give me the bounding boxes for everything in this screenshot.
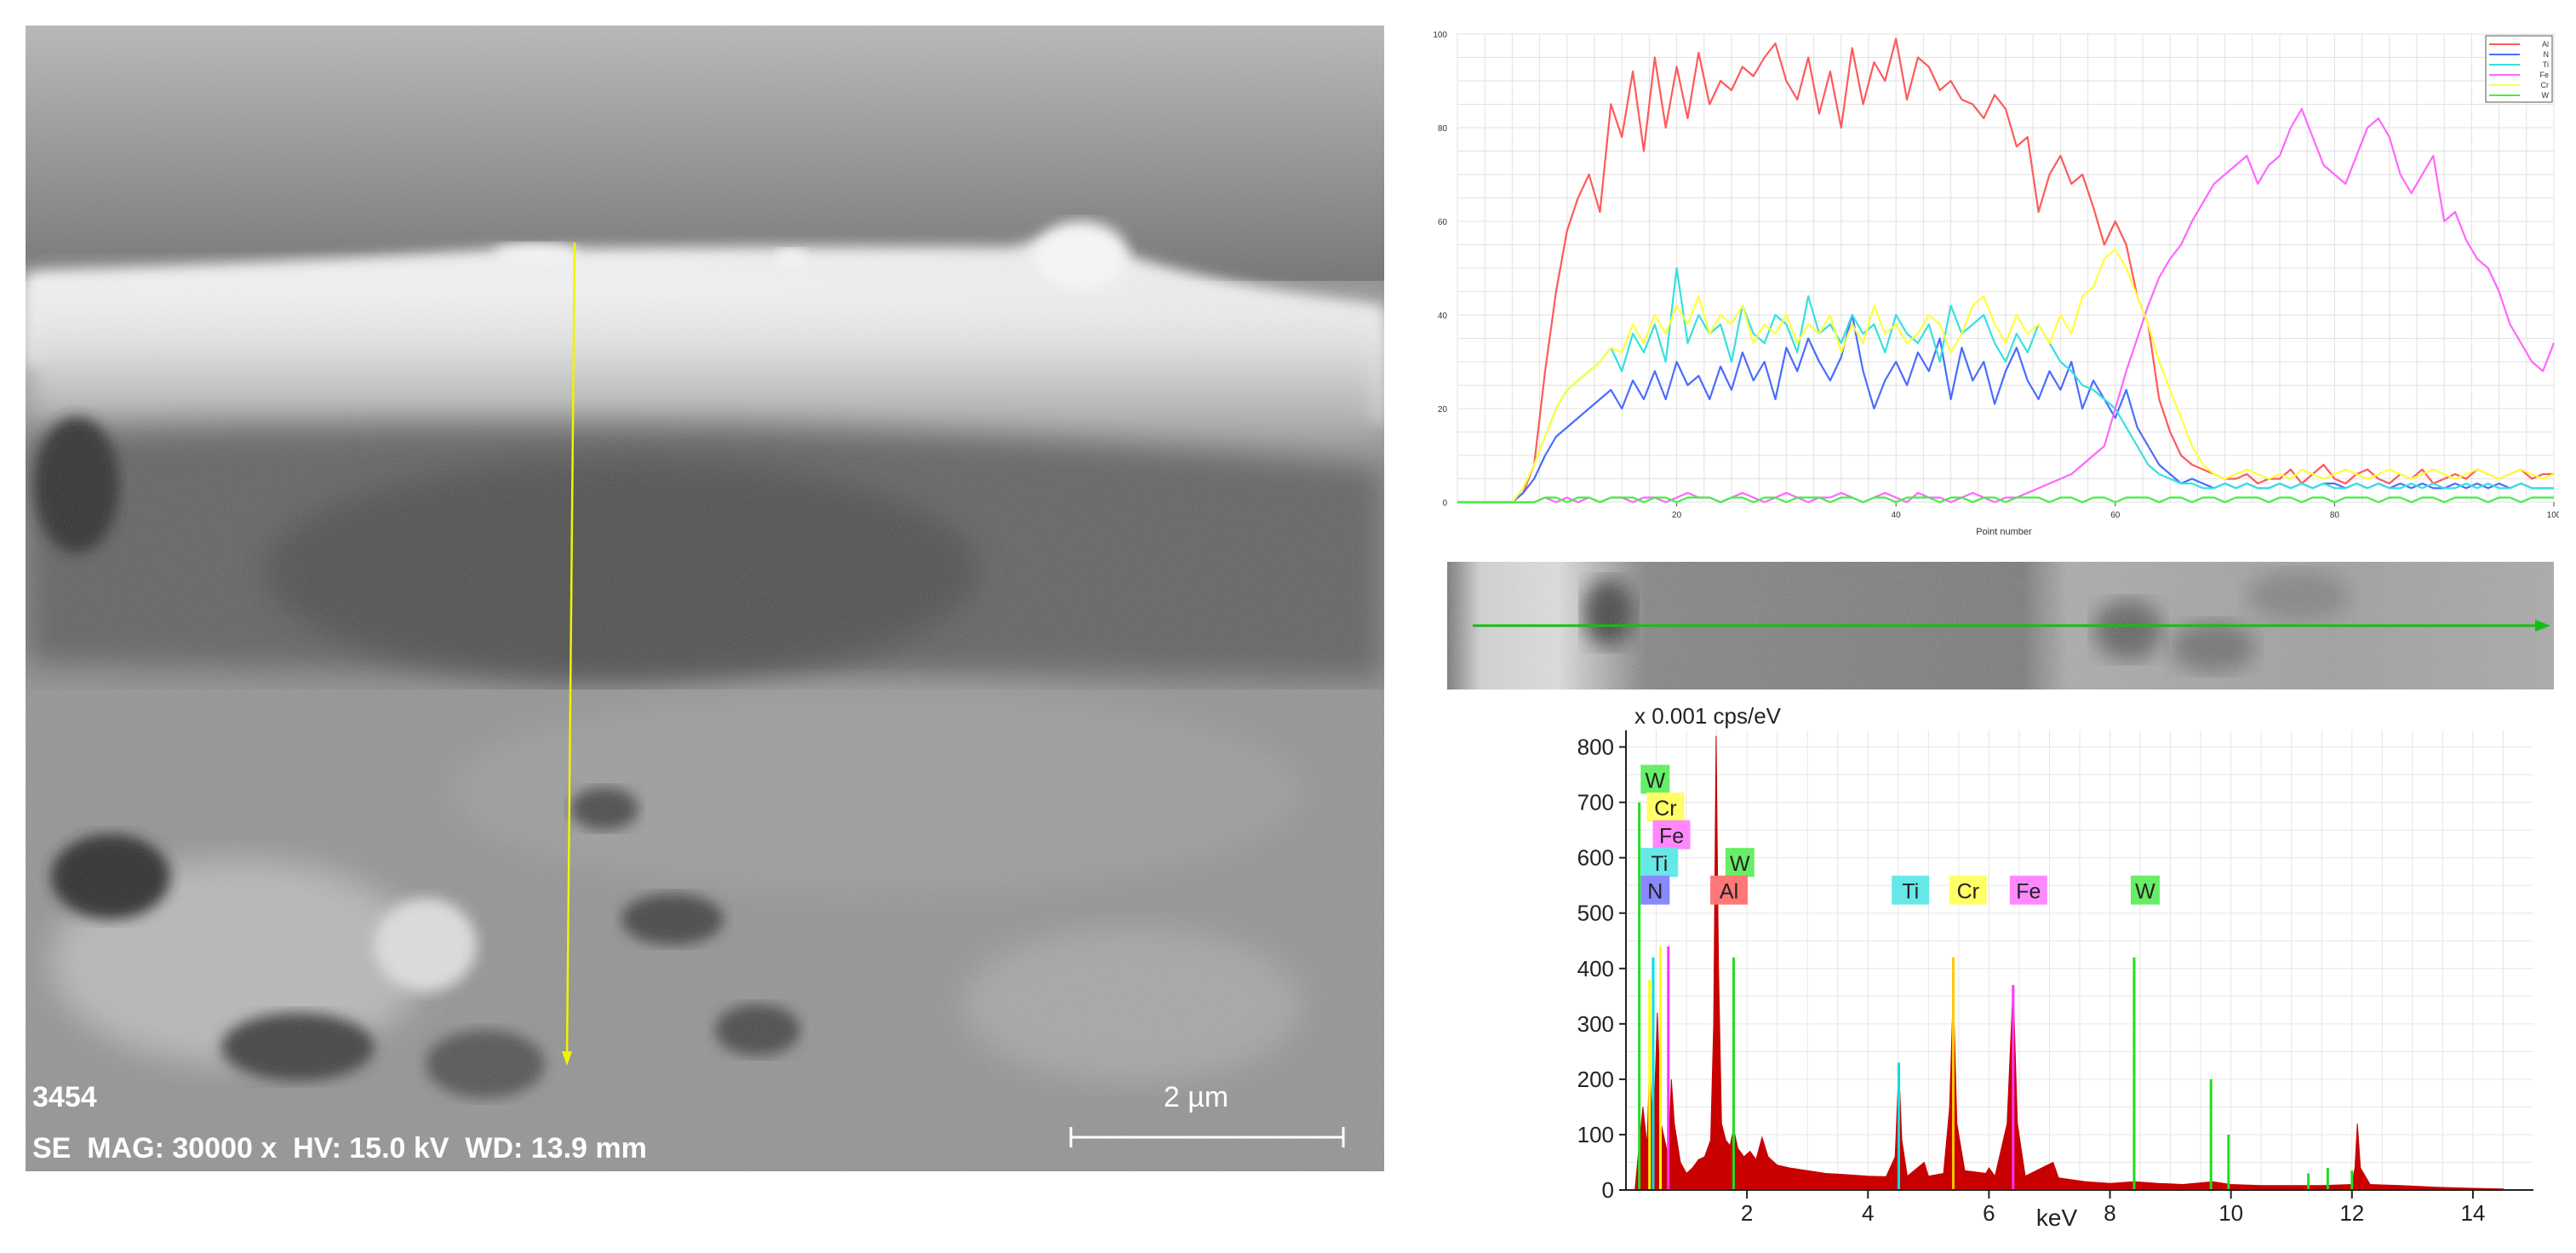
eds-y-tick-label: 300: [1577, 1011, 1614, 1037]
eds-x-tick-label: 2: [1741, 1200, 1753, 1226]
legend-label-ti: Ti: [2543, 60, 2549, 69]
eds-tag-label-fe: Fe: [1659, 825, 1684, 849]
eds-tag-label-ti: Ti: [1902, 880, 1919, 904]
eds-tag-n: [1640, 875, 1670, 905]
linescan-y-tick-label: 0: [1442, 499, 1447, 508]
legend-label-n: N: [2544, 50, 2550, 59]
eds-tag-label-cr: Cr: [1957, 880, 1979, 904]
linescan-series-cr: [1457, 248, 2555, 504]
linescan-series-ti: [1457, 266, 2554, 504]
linescan-x-tick-label: 60: [2110, 511, 2121, 520]
eds-x-tick-label: 10: [2218, 1200, 2243, 1226]
linescan-x-tick-label: 100: [2547, 511, 2559, 520]
legend-label-w: W: [2542, 91, 2550, 100]
eds-tag-ti: [1892, 875, 1930, 905]
linescan-series-fe: [1457, 107, 2556, 504]
linescan-series-al: [1457, 37, 2554, 504]
eds-tag-label-n: N: [1647, 880, 1663, 904]
eds-y-tick-label: 800: [1577, 735, 1614, 760]
scale-bar-label: 2 µm: [1164, 1081, 1228, 1113]
eds-tag-label-ti: Ti: [1651, 852, 1668, 876]
eds-tag-al: [1710, 875, 1749, 905]
eds-x-tick-label: 4: [1862, 1200, 1874, 1226]
eds-x-tick-label: 8: [2104, 1200, 2115, 1226]
eds-y-tick-label: 700: [1577, 790, 1614, 815]
eds-unit-label: x 0.001 cps/eV: [1634, 703, 1782, 729]
eds-x-tick-label: 12: [2339, 1200, 2364, 1226]
linescan-legend: [2485, 35, 2553, 103]
linescan-y-tick-label: 20: [1438, 405, 1448, 415]
linescan-chart: 20 40 60 80 100 0 20 40 60 80 100 Al N Ti Fe Cr W Point…: [1413, 26, 2561, 553]
linescan-x-tick-label: 40: [1892, 511, 1902, 520]
eds-tag-w: [1725, 848, 1755, 878]
eds-x-tick-label: 6: [1983, 1200, 1995, 1226]
eds-tag-label-al: Al: [1720, 880, 1738, 904]
eds-tag-cr: [1949, 875, 1987, 905]
legend-label-al: Al: [2542, 40, 2549, 49]
linescan-series-w: [1457, 496, 2554, 504]
eds-y-tick-label: 0: [1602, 1177, 1614, 1203]
linescan-y-tick-label: 80: [1438, 124, 1448, 134]
eds-tag-fe: [2009, 875, 2047, 905]
eds-tag-label-cr: Cr: [1654, 797, 1676, 821]
eds-tag-fe: [1652, 820, 1691, 850]
linescan-y-tick-label: 100: [1433, 31, 1447, 40]
legend-label-cr: Cr: [2541, 81, 2550, 89]
linescan-x-axis-label: Point number: [1976, 527, 2032, 537]
eds-y-tick-label: 200: [1577, 1067, 1614, 1092]
eds-y-tick-label: 500: [1577, 901, 1614, 926]
eds-y-tick-label: 600: [1577, 845, 1614, 871]
eds-y-tick-label: 100: [1577, 1122, 1614, 1147]
linescan-x-tick-label: 20: [1672, 511, 1682, 520]
eds-tag-label-w: W: [1730, 852, 1750, 876]
eds-tag-label-fe: Fe: [2016, 880, 2041, 904]
eds-tag-w: [1640, 764, 1670, 794]
scan-line-arrow-head: [562, 1051, 572, 1066]
strip-scan-arrow-head: [2535, 620, 2550, 632]
eds-tag-cr: [1646, 792, 1685, 822]
legend-label-fe: Fe: [2539, 71, 2549, 79]
scan-strip-image: [1447, 562, 2554, 689]
eds-spectrum-chart: 2 4 6 8 10 12 14 0 100 200 300 400 500 600 700 800 W Cr F…: [1498, 698, 2562, 1243]
scan-line: [565, 242, 576, 1061]
eds-y-tick-label: 400: [1577, 956, 1614, 981]
eds-x-tick-label: 14: [2460, 1200, 2485, 1226]
linescan-y-tick-label: 60: [1438, 218, 1448, 227]
eds-x-axis-label: keV: [2036, 1204, 2078, 1231]
linescan-y-tick-label: 40: [1438, 312, 1448, 321]
linescan-x-tick-label: 80: [2330, 511, 2340, 520]
eds-tag-label-w: W: [1646, 770, 1666, 793]
sem-info-text: SE MAG: 30000 x HV: 15.0 kV WD: 13.9 mm: [32, 1132, 647, 1164]
sample-id: 3454: [32, 1081, 97, 1113]
eds-tag-w: [2130, 875, 2160, 905]
eds-tag-label-w: W: [2135, 880, 2155, 904]
sem-micrograph: 2 µm 3454 SE MAG: 30000 x HV: 15.0 kV WD…: [26, 26, 1384, 1171]
eds-tag-ti: [1640, 848, 1679, 878]
